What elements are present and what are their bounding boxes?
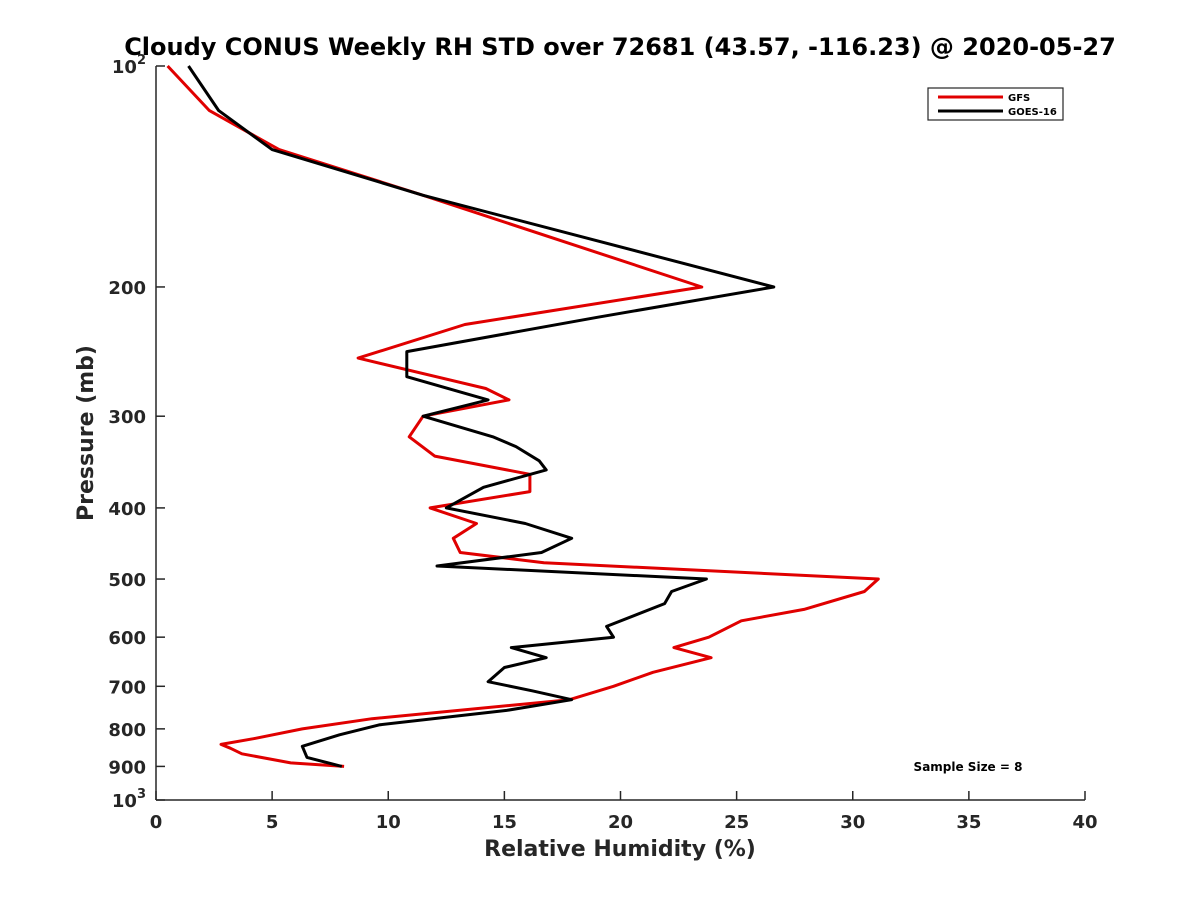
y-tick-label: 500 [108, 570, 146, 591]
y-tick-label: 900 [108, 757, 146, 778]
y-tick-label: 600 [108, 628, 146, 649]
legend-box [927, 87, 1064, 121]
y-tick-label: 800 [108, 720, 146, 741]
chart-title: Cloudy CONUS Weekly RH STD over 72681 (4… [124, 33, 1116, 61]
y-tick-label: 102 [112, 53, 146, 78]
x-tick-label: 20 [608, 812, 633, 833]
x-tick-label: 15 [492, 812, 517, 833]
y-tick-label: 103 [112, 787, 146, 812]
legend-label: GOES-16 [1008, 107, 1057, 118]
y-tick-label: 400 [108, 499, 146, 520]
legend: GFS GOES-16 [927, 87, 1064, 121]
series-line-goes-16 [187, 65, 776, 768]
sample-size-annotation: Sample Size = 8 [914, 760, 1023, 774]
axes: 0 5 10 15 20 25 30 35 40 102 200 300 400 500 600 700 800… [108, 53, 1097, 833]
x-tick-label: 35 [956, 812, 981, 833]
x-tick-label: 30 [840, 812, 865, 833]
x-axis-label: Relative Humidity (%) [484, 837, 756, 862]
x-tick-label: 40 [1072, 812, 1097, 833]
series-group [166, 64, 880, 768]
y-axis-label: Pressure (mb) [74, 345, 99, 521]
x-tick-label: 10 [376, 812, 401, 833]
x-tick-label: 5 [266, 812, 279, 833]
x-tick-label: 0 [150, 812, 163, 833]
x-tick-label: 25 [724, 812, 749, 833]
y-tick-label: 200 [108, 278, 146, 299]
legend-label: GFS [1008, 93, 1030, 104]
y-tick-label: 300 [108, 407, 146, 428]
series-line-gfs [166, 64, 880, 768]
y-tick-label: 700 [108, 677, 146, 698]
